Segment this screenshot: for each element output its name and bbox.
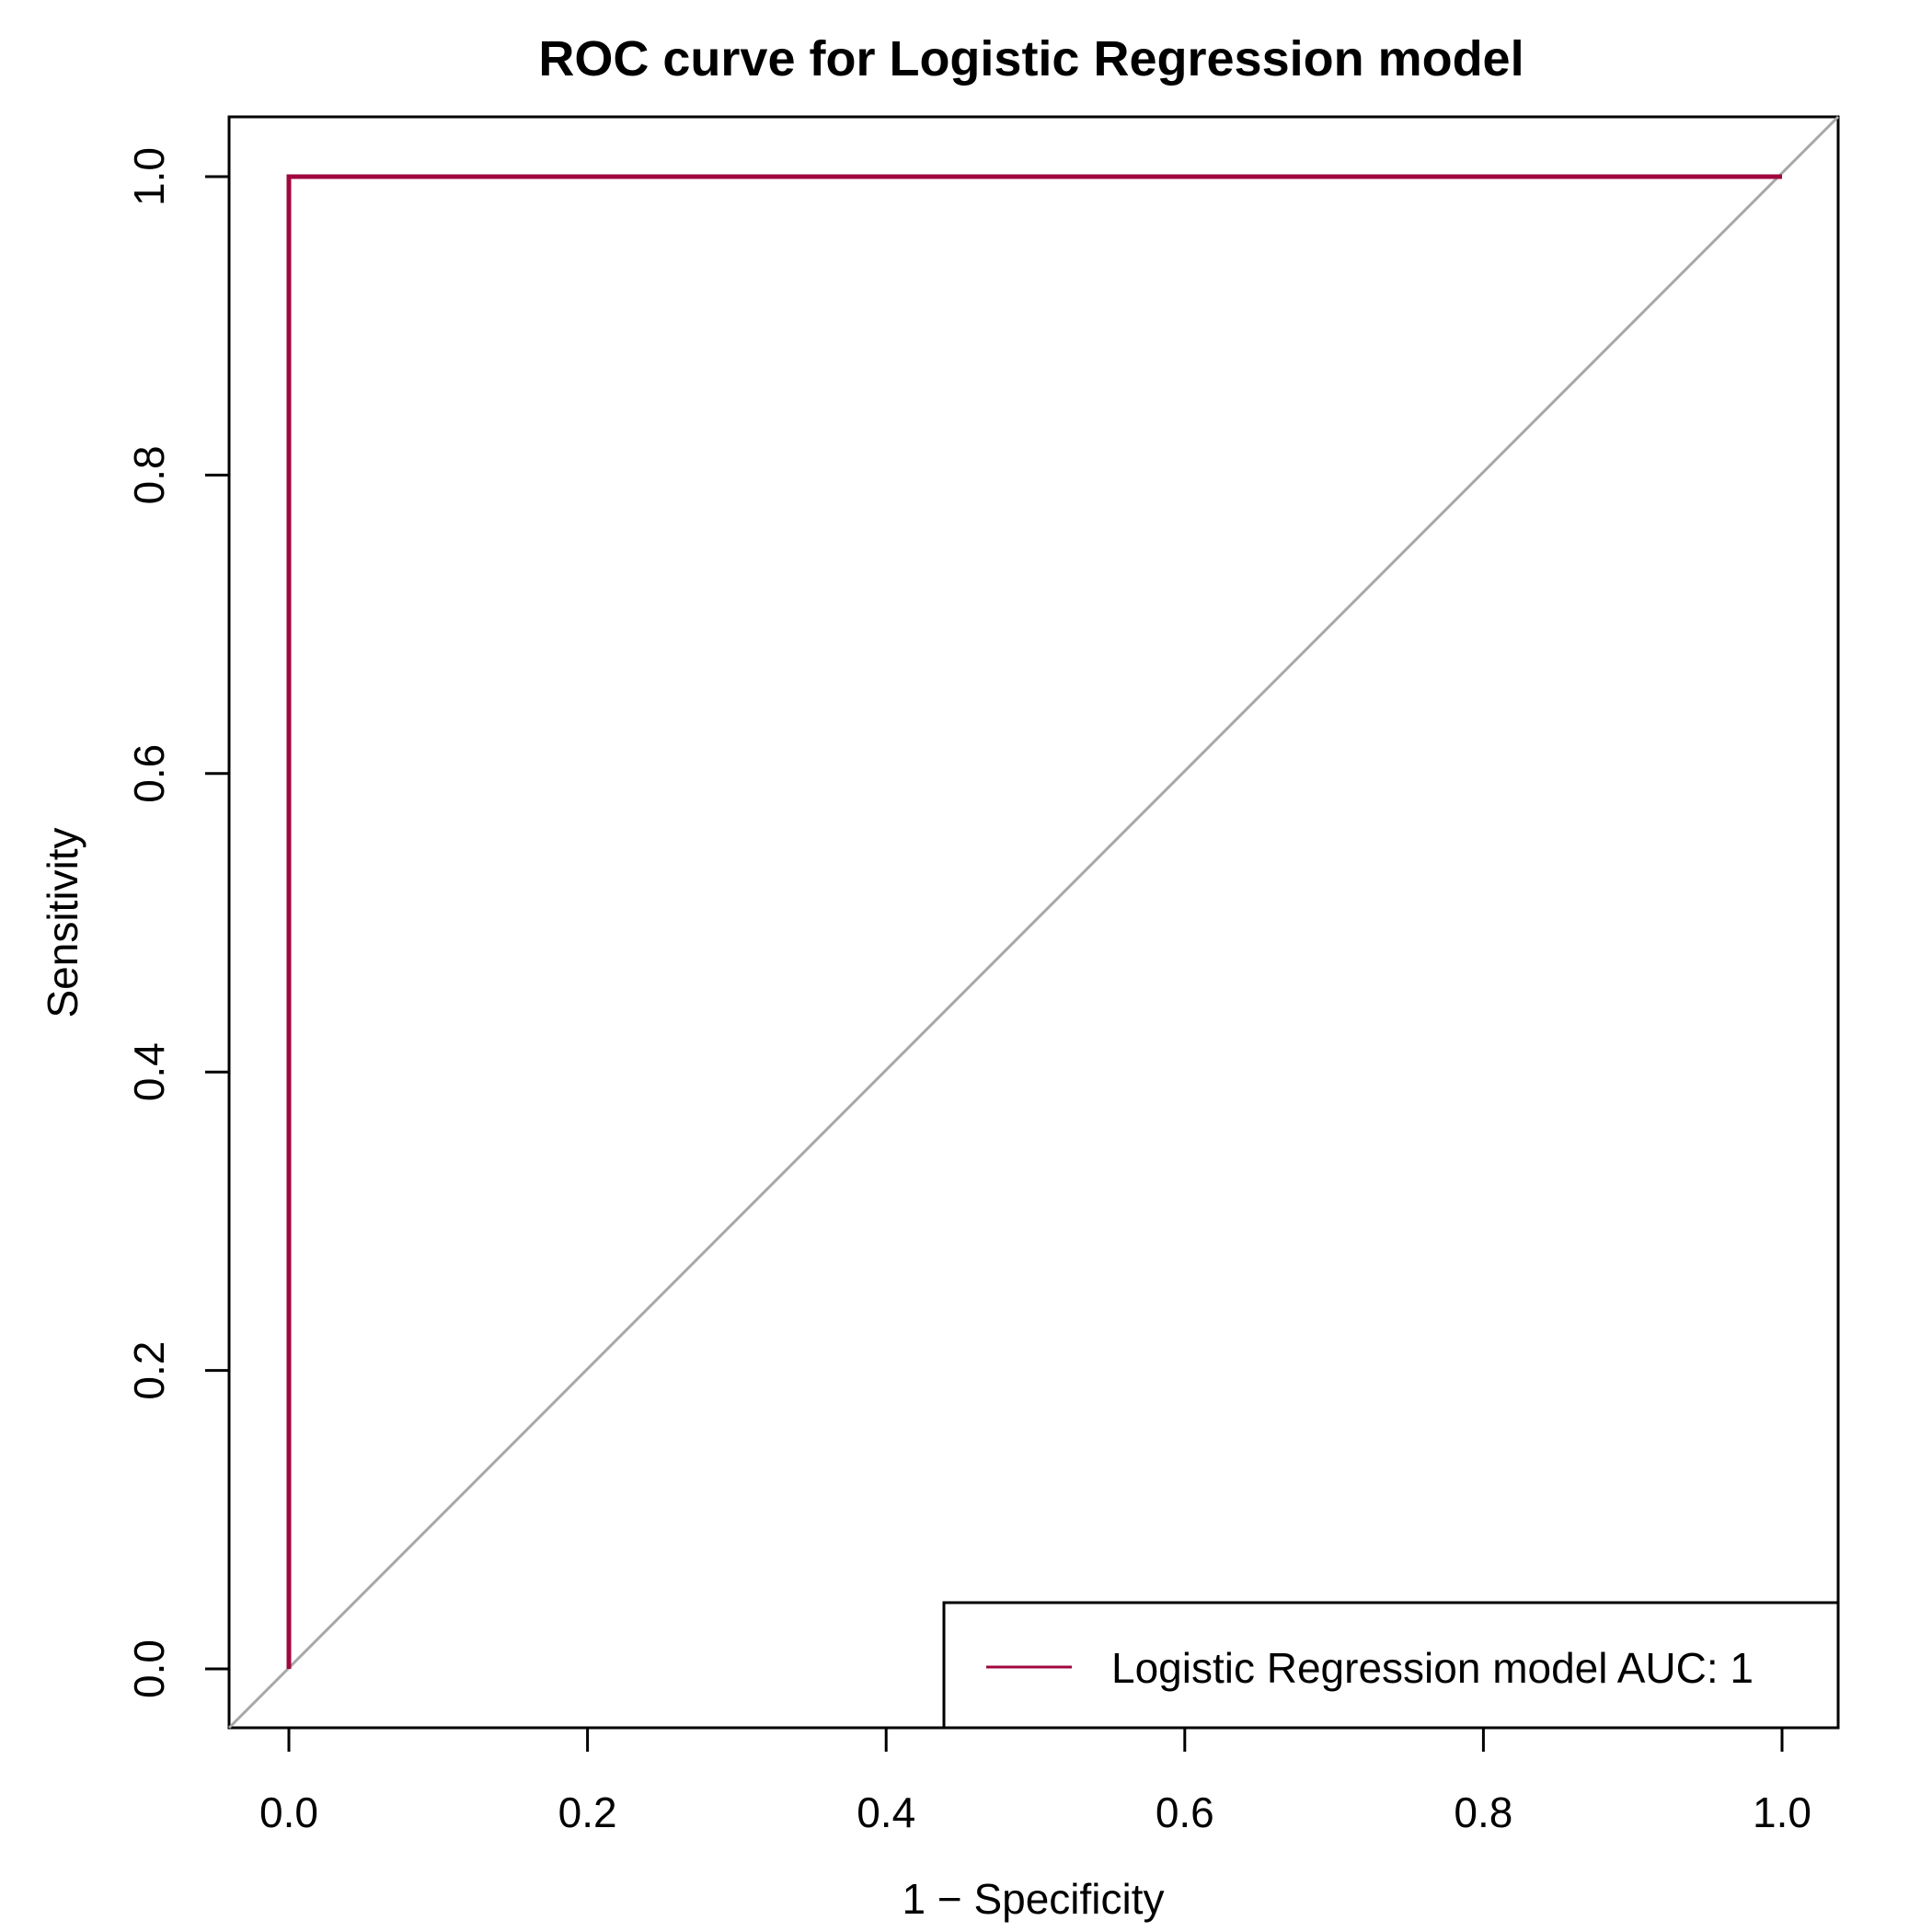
- legend-box: [942, 1601, 1840, 1730]
- y-tick-label: 0.2: [125, 1341, 173, 1400]
- y-axis-label: Sensitivity: [39, 827, 86, 1018]
- y-tick-label: 0.0: [125, 1639, 173, 1698]
- x-tick-label: 0.6: [1156, 1788, 1214, 1836]
- x-axis: 0.0 0.2 0.4 0.6 0.8 1.0: [259, 1728, 1811, 1836]
- legend: Logistic Regression model AUC: 1: [942, 1601, 1840, 1730]
- y-tick-label: 0.6: [125, 744, 173, 803]
- y-tick-label: 0.8: [125, 445, 173, 504]
- y-tick-label: 1.0: [125, 147, 173, 206]
- chart-title: ROC curve for Logistic Regression model: [538, 31, 1524, 86]
- chance-diagonal-line: [227, 115, 1840, 1730]
- roc-curve-line: [286, 174, 1782, 1669]
- x-tick-label: 0.0: [259, 1788, 318, 1836]
- x-tick-label: 1.0: [1753, 1788, 1811, 1836]
- y-axis: 0.0 0.2 0.4 0.6 0.8 1.0: [125, 147, 229, 1698]
- x-tick-label: 0.8: [1454, 1788, 1512, 1836]
- x-tick-label: 0.4: [857, 1788, 915, 1836]
- legend-entry-label: Logistic Regression model AUC: 1: [1111, 1644, 1754, 1692]
- y-tick-label: 0.4: [125, 1042, 173, 1101]
- x-tick-label: 0.2: [558, 1788, 617, 1836]
- x-axis-label: 1 − Specificity: [902, 1875, 1164, 1923]
